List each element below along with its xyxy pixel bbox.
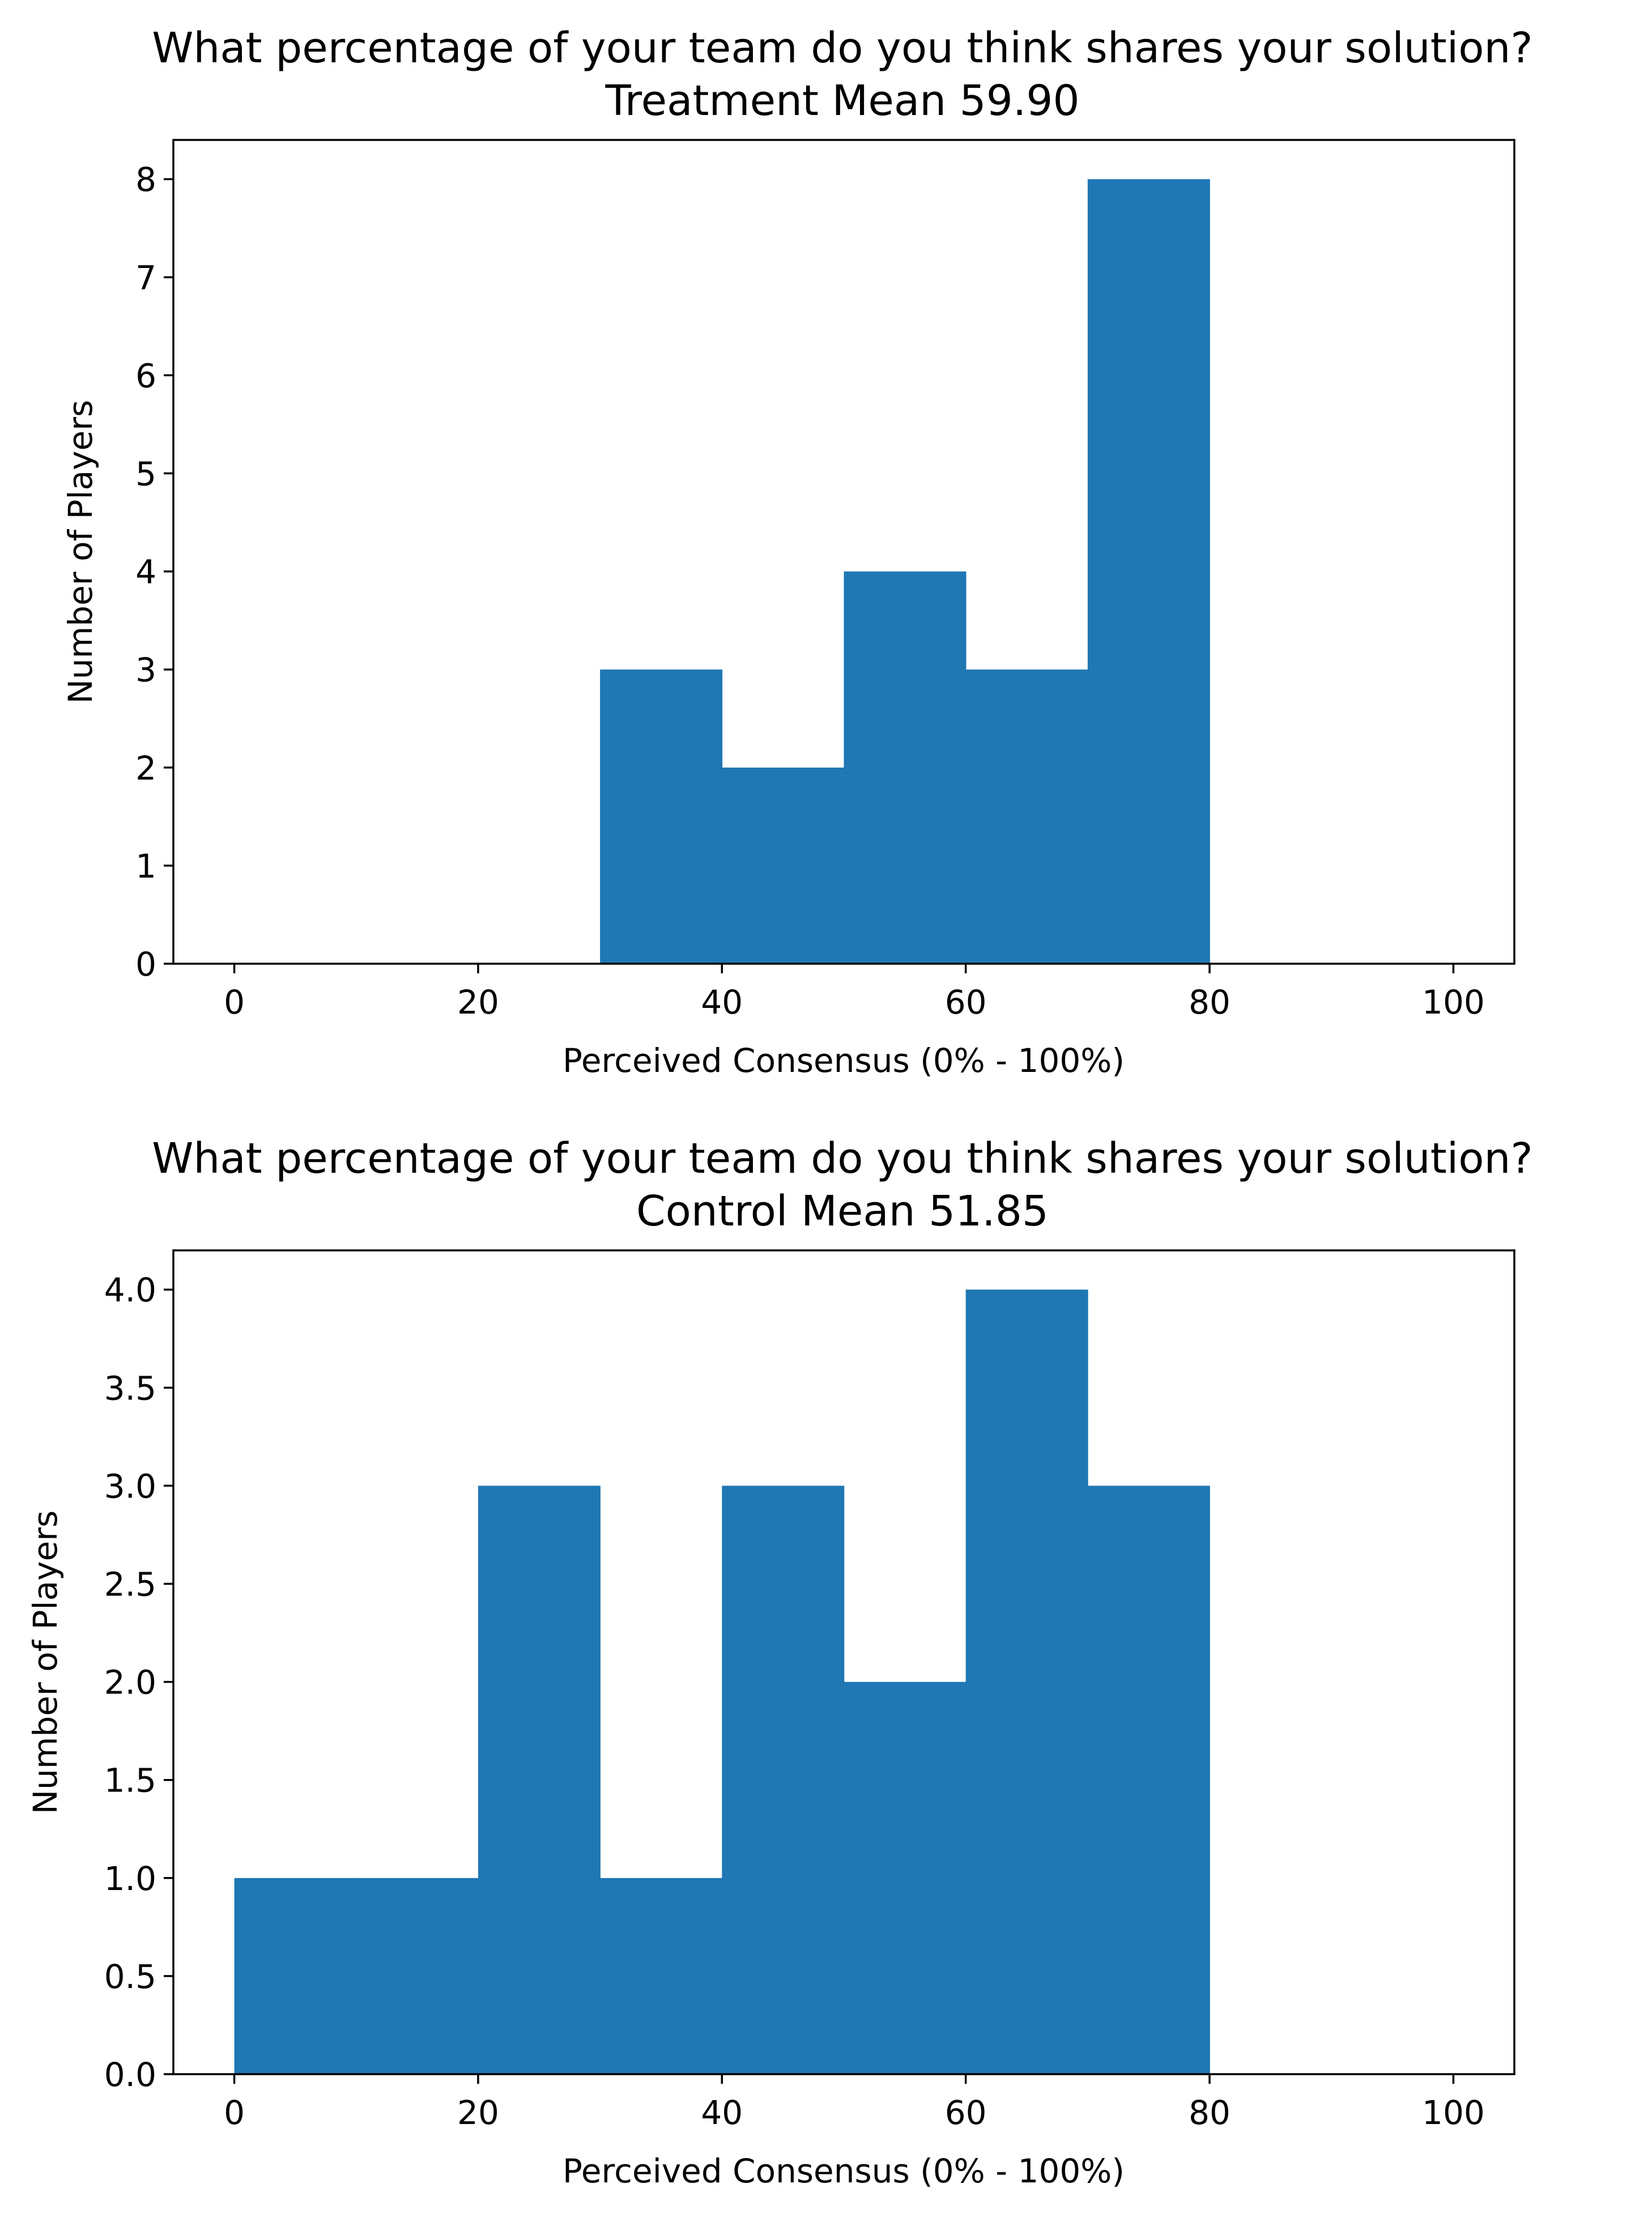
control-bar: [722, 1486, 845, 2074]
treatment-x-ticks: 0 20 40 60 80 100: [224, 964, 1485, 1022]
control-x-axis-label: Perceived Consensus (0% - 100%): [563, 2152, 1125, 2190]
control-x-ticks: 0 20 40 60 80 100: [224, 2074, 1485, 2132]
control-bar: [234, 1878, 357, 2074]
control-y-tick-label: 2.0: [104, 1663, 156, 1702]
control-y-tick-label: 1.0: [104, 1859, 156, 1898]
treatment-x-tick-label: 60: [945, 983, 987, 1022]
treatment-x-tick-label: 100: [1422, 983, 1485, 1022]
control-y-tick-label: 0.0: [104, 2055, 156, 2094]
treatment-y-tick-label: 0: [135, 945, 156, 984]
treatment-bar: [1087, 179, 1210, 964]
control-x-tick-label: 20: [457, 2093, 499, 2132]
control-bar: [965, 1289, 1088, 2074]
control-bar: [356, 1878, 479, 2074]
treatment-x-axis-label: Perceived Consensus (0% - 100%): [563, 1041, 1125, 1080]
control-bar: [1087, 1486, 1210, 2074]
treatment-subtitle: Treatment Mean 59.90: [604, 76, 1079, 125]
control-x-tick-label: 80: [1189, 2093, 1231, 2132]
control-bar: [600, 1878, 723, 2074]
treatment-bar: [965, 669, 1088, 964]
control-bar: [844, 1682, 966, 2074]
treatment-y-ticks: 0 1 2 3 4 5 6 7 8: [135, 160, 173, 984]
control-y-tick-label: 0.5: [104, 1957, 156, 1996]
control-histogram-panel: What percentage of your team do you thin…: [26, 1134, 1533, 2190]
treatment-y-axis-label: Number of Players: [61, 400, 100, 704]
control-x-tick-label: 100: [1422, 2093, 1485, 2132]
control-y-tick-label: 4.0: [104, 1271, 156, 1309]
treatment-y-tick-label: 4: [135, 553, 156, 591]
treatment-bar: [722, 767, 845, 964]
treatment-y-tick-label: 7: [135, 258, 156, 297]
control-x-tick-label: 0: [224, 2093, 245, 2132]
control-title: What percentage of your team do you thin…: [152, 1134, 1532, 1183]
treatment-bars: [600, 179, 1210, 964]
treatment-y-tick-label: 8: [135, 160, 156, 199]
treatment-y-tick-label: 3: [135, 651, 156, 689]
control-y-ticks: 0.0 0.5 1.0 1.5 2.0 2.5 3.0 3.5 4.0: [104, 1271, 173, 2094]
treatment-bar: [844, 571, 966, 964]
control-subtitle: Control Mean 51.85: [636, 1187, 1049, 1236]
control-y-tick-label: 2.5: [104, 1565, 156, 1604]
treatment-plot-frame: [172, 139, 1515, 965]
treatment-y-tick-label: 1: [135, 847, 156, 886]
control-bars: [234, 1289, 1210, 2074]
treatment-x-tick-label: 0: [224, 983, 245, 1022]
control-x-tick-label: 40: [701, 2093, 743, 2132]
treatment-histogram-panel: What percentage of your team do you thin…: [61, 24, 1533, 1080]
treatment-x-tick-label: 20: [457, 983, 499, 1022]
treatment-y-tick-label: 6: [135, 356, 156, 395]
control-bar: [478, 1486, 601, 2074]
treatment-x-tick-label: 40: [701, 983, 743, 1022]
control-y-axis-label: Number of Players: [26, 1510, 65, 1814]
control-y-tick-label: 1.5: [104, 1761, 156, 1800]
treatment-x-tick-label: 80: [1189, 983, 1231, 1022]
treatment-bar: [600, 669, 723, 964]
control-y-tick-label: 3.5: [104, 1369, 156, 1407]
treatment-y-tick-label: 2: [135, 749, 156, 788]
control-plot-frame: [172, 1249, 1515, 2075]
control-y-tick-label: 3.0: [104, 1467, 156, 1505]
control-x-tick-label: 60: [945, 2093, 987, 2132]
treatment-title: What percentage of your team do you thin…: [152, 24, 1532, 73]
treatment-y-tick-label: 5: [135, 455, 156, 493]
